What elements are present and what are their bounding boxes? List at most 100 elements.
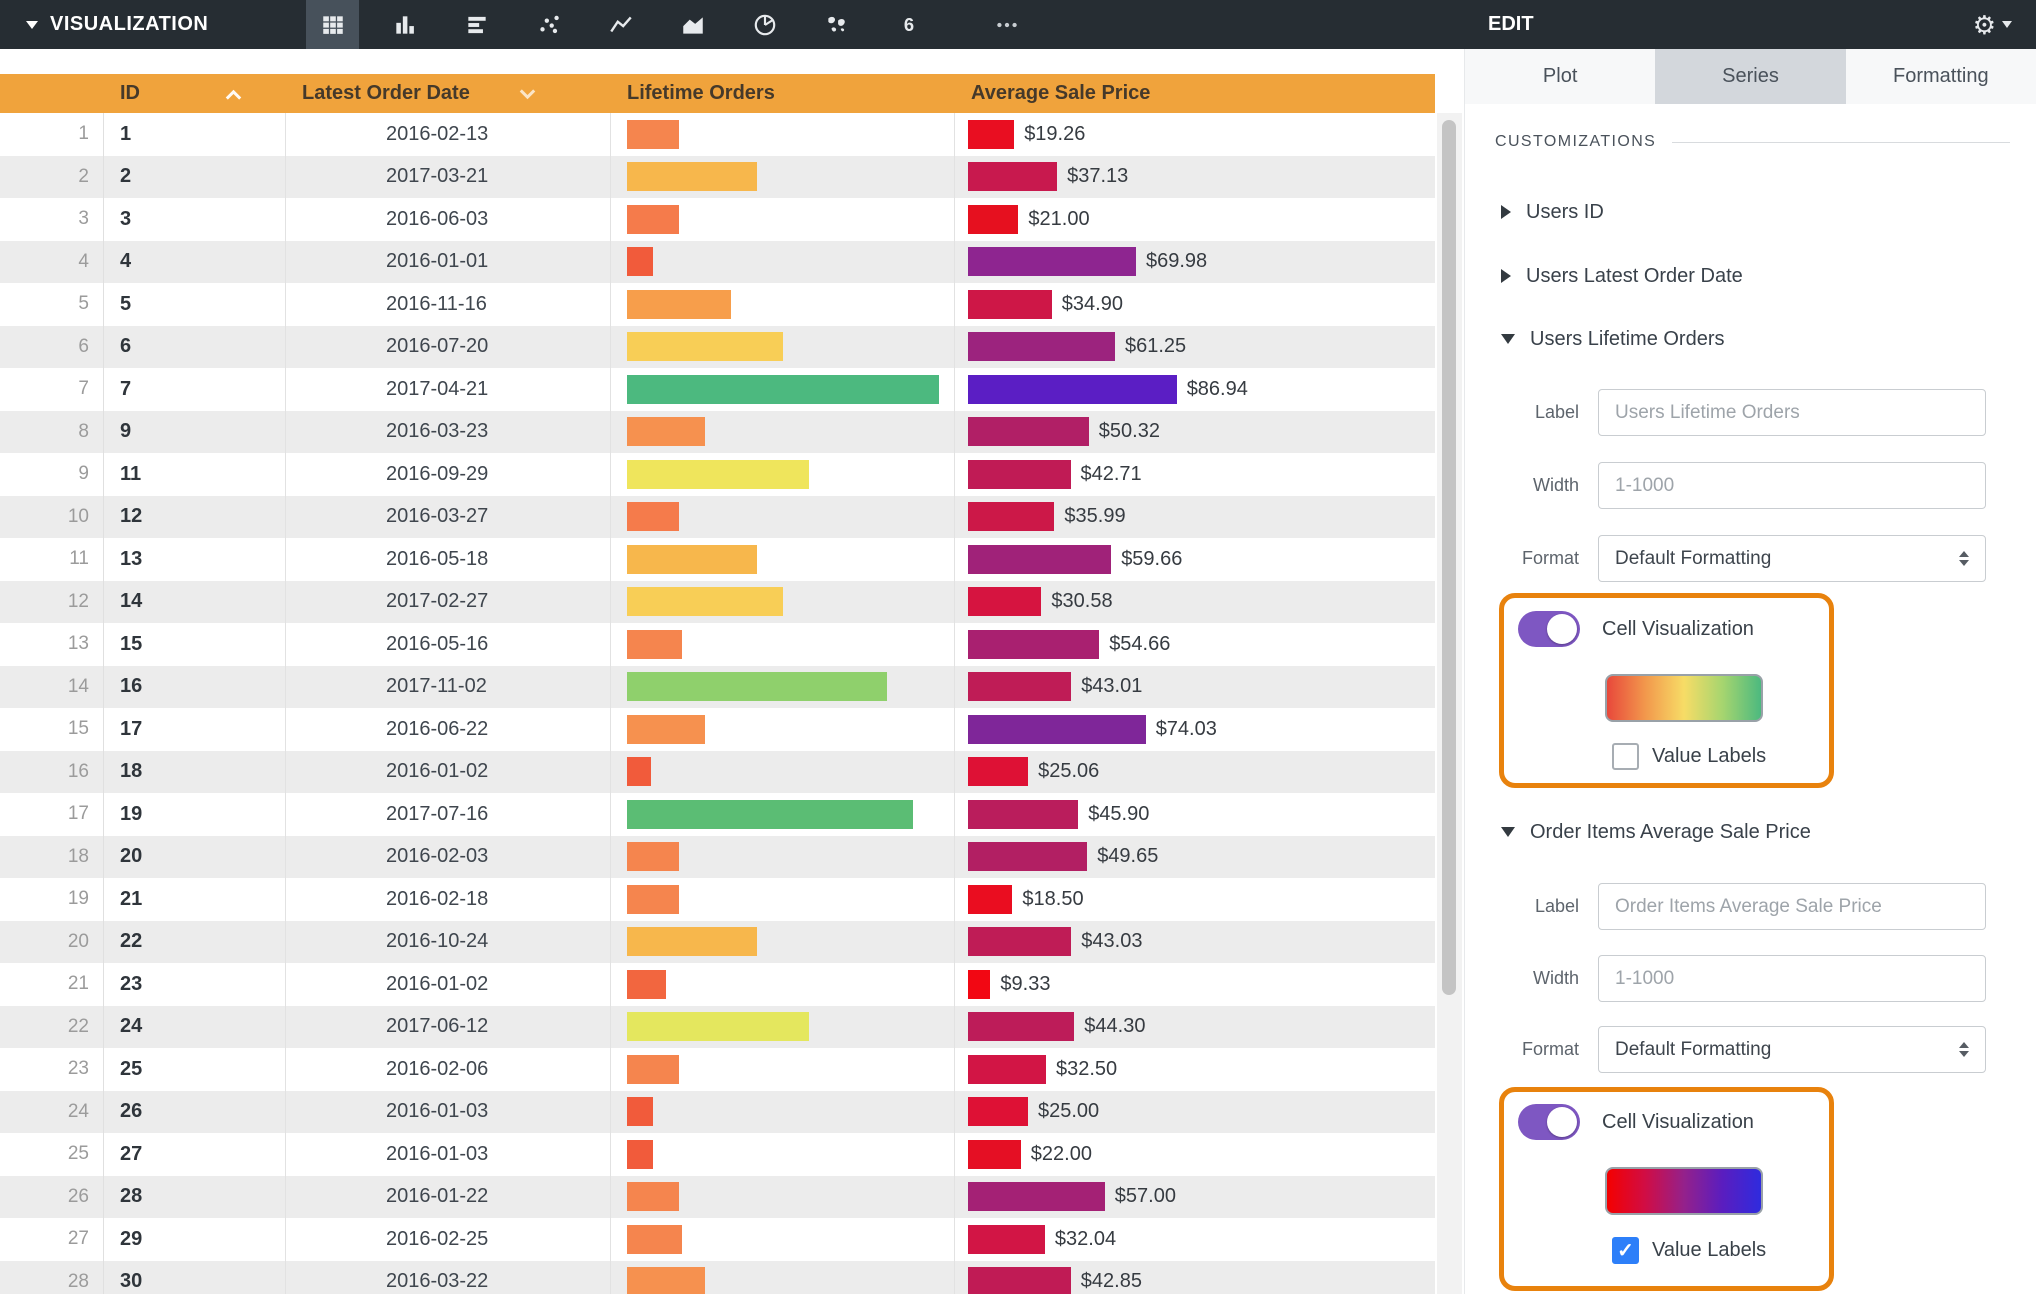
viz-type-scatter-chart-icon[interactable] bbox=[522, 0, 575, 49]
table-row[interactable]: 1 1 2016-02-13 $19.26 bbox=[0, 113, 1435, 156]
cell-lifetime-orders bbox=[611, 750, 955, 793]
table-row[interactable]: 2 2 2017-03-21 $37.13 bbox=[0, 155, 1435, 198]
table-row[interactable]: 6 6 2016-07-20 $61.25 bbox=[0, 325, 1435, 368]
cell-latest-order-date: 2016-01-03 bbox=[286, 1090, 611, 1133]
cell-average-sale-price: $32.50 bbox=[955, 1048, 1435, 1091]
viz-type-single-value-icon[interactable]: 6 bbox=[882, 0, 935, 49]
sale-price-value: $69.98 bbox=[1146, 250, 1208, 273]
section-users-lifetime-orders[interactable]: Users Lifetime Orders bbox=[1501, 318, 1725, 360]
sale-price-value: $18.50 bbox=[1022, 887, 1084, 910]
table-row[interactable]: 5 5 2016-11-16 $34.90 bbox=[0, 283, 1435, 326]
row-number: 14 bbox=[0, 665, 104, 708]
table-row[interactable]: 15 17 2016-06-22 $74.03 bbox=[0, 708, 1435, 751]
table-row[interactable]: 18 20 2016-02-03 $49.65 bbox=[0, 835, 1435, 878]
price-gradient-swatch[interactable] bbox=[1605, 1167, 1763, 1215]
table-row[interactable]: 16 18 2016-01-02 $25.06 bbox=[0, 750, 1435, 793]
cell-latest-order-date: 2017-02-27 bbox=[286, 580, 611, 623]
check-icon: ✓ bbox=[1617, 1239, 1634, 1262]
table-row[interactable]: 25 27 2016-01-03 $22.00 bbox=[0, 1133, 1435, 1176]
tab-series[interactable]: Series bbox=[1655, 49, 1846, 104]
lifetime-label-input[interactable] bbox=[1598, 389, 1986, 436]
table-row[interactable]: 14 16 2017-11-02 $43.01 bbox=[0, 665, 1435, 708]
cell-id: 7 bbox=[104, 368, 286, 411]
cell-id: 14 bbox=[104, 580, 286, 623]
scrollbar-thumb[interactable] bbox=[1442, 120, 1456, 995]
cell-id: 12 bbox=[104, 495, 286, 538]
section-title: Users ID bbox=[1526, 200, 1604, 223]
section-order-items-average-sale-price[interactable]: Order Items Average Sale Price bbox=[1501, 811, 1811, 853]
section-users-id[interactable]: Users ID bbox=[1501, 191, 1604, 233]
cell-latest-order-date: 2016-01-02 bbox=[286, 750, 611, 793]
cell-id: 11 bbox=[104, 453, 286, 496]
table-row[interactable]: 22 24 2017-06-12 $44.30 bbox=[0, 1005, 1435, 1048]
table-row[interactable]: 8 9 2016-03-23 $50.32 bbox=[0, 410, 1435, 453]
sale-price-value: $54.66 bbox=[1109, 632, 1171, 655]
cell-latest-order-date: 2016-01-22 bbox=[286, 1175, 611, 1218]
table-row[interactable]: 7 7 2017-04-21 $86.94 bbox=[0, 368, 1435, 411]
price-value-labels-checkbox[interactable]: ✓ bbox=[1612, 1237, 1639, 1264]
table-row[interactable]: 4 4 2016-01-01 $69.98 bbox=[0, 240, 1435, 283]
price-format-select[interactable]: Default Formatting bbox=[1598, 1026, 1986, 1073]
cell-latest-order-date: 2016-03-22 bbox=[286, 1260, 611, 1294]
cell-id: 4 bbox=[104, 240, 286, 283]
results-table-body: 1 1 2016-02-13 $19.26 2 2 2017-03-21 $37.13 3 3 20… bbox=[0, 113, 1435, 1294]
lifetime-gradient-swatch[interactable] bbox=[1605, 674, 1763, 722]
lifetime-orders-bar bbox=[627, 884, 679, 914]
header-id[interactable]: ID bbox=[104, 74, 286, 113]
table-row[interactable]: 13 15 2016-05-16 $54.66 bbox=[0, 623, 1435, 666]
table-row[interactable]: 27 29 2016-02-25 $32.04 bbox=[0, 1218, 1435, 1261]
table-row[interactable]: 12 14 2017-02-27 $30.58 bbox=[0, 580, 1435, 623]
tab-formatting[interactable]: Formatting bbox=[1893, 65, 1989, 87]
table-row[interactable]: 24 26 2016-01-03 $25.00 bbox=[0, 1090, 1435, 1133]
price-label-input[interactable] bbox=[1598, 883, 1986, 930]
cell-lifetime-orders bbox=[611, 453, 955, 496]
cellviz-label: Cell Visualization bbox=[1602, 617, 1754, 640]
table-row[interactable]: 9 11 2016-09-29 $42.71 bbox=[0, 453, 1435, 496]
sale-price-bar bbox=[968, 459, 1071, 489]
section-users-latest-order-date[interactable]: Users Latest Order Date bbox=[1501, 255, 1743, 297]
lifetime-value-labels-checkbox[interactable]: ✓ bbox=[1612, 743, 1639, 770]
viz-type-map-icon[interactable] bbox=[810, 0, 863, 49]
header-latest-order-date[interactable]: Latest Order Date bbox=[286, 74, 611, 113]
viz-type-line-chart-icon[interactable] bbox=[594, 0, 647, 49]
table-row[interactable]: 26 28 2016-01-22 $57.00 bbox=[0, 1175, 1435, 1218]
cell-lifetime-orders bbox=[611, 1218, 955, 1261]
customizations-label: CUSTOMIZATIONS bbox=[1495, 133, 1657, 150]
tab-plot[interactable]: Plot bbox=[1542, 65, 1578, 87]
viz-type-bar-chart-icon[interactable] bbox=[450, 0, 503, 49]
settings-menu-button[interactable]: ⚙ bbox=[1973, 12, 2012, 38]
price-width-input[interactable] bbox=[1598, 955, 1986, 1002]
viz-type-column-chart-icon[interactable] bbox=[378, 0, 431, 49]
lifetime-format-row: Format Default Formatting bbox=[1465, 535, 2036, 582]
header-average-sale-price[interactable]: Average Sale Price bbox=[955, 74, 1435, 113]
table-row[interactable]: 23 25 2016-02-06 $32.50 bbox=[0, 1048, 1435, 1091]
table-row[interactable]: 19 21 2016-02-18 $18.50 bbox=[0, 878, 1435, 921]
table-row[interactable]: 17 19 2017-07-16 $45.90 bbox=[0, 793, 1435, 836]
viz-type-area-chart-icon[interactable] bbox=[666, 0, 719, 49]
lifetime-width-input[interactable] bbox=[1598, 462, 1986, 509]
lifetime-orders-bar bbox=[627, 459, 809, 489]
table-row[interactable]: 11 13 2016-05-18 $59.66 bbox=[0, 538, 1435, 581]
table-row[interactable]: 3 3 2016-06-03 $21.00 bbox=[0, 198, 1435, 241]
visualization-menu[interactable]: VISUALIZATION bbox=[0, 0, 234, 49]
toggle-knob bbox=[1547, 614, 1577, 644]
vertical-scrollbar[interactable] bbox=[1437, 113, 1462, 1294]
viz-type-more-icon[interactable] bbox=[980, 0, 1033, 49]
sale-price-value: $45.90 bbox=[1088, 802, 1150, 825]
table-row[interactable]: 10 12 2016-03-27 $35.99 bbox=[0, 495, 1435, 538]
cell-latest-order-date: 2016-10-24 bbox=[286, 920, 611, 963]
table-row[interactable]: 28 30 2016-03-22 $42.85 bbox=[0, 1260, 1435, 1294]
header-lifetime-orders[interactable]: Lifetime Orders bbox=[611, 74, 955, 113]
lifetime-format-select[interactable]: Default Formatting bbox=[1598, 535, 1986, 582]
cell-latest-order-date: 2017-07-16 bbox=[286, 793, 611, 836]
sort-ascending-icon bbox=[225, 89, 242, 105]
sale-price-bar bbox=[968, 927, 1072, 957]
table-row[interactable]: 21 23 2016-01-02 $9.33 bbox=[0, 963, 1435, 1006]
cell-id: 5 bbox=[104, 283, 286, 326]
lifetime-orders-bar bbox=[627, 332, 783, 362]
viz-type-table-icon[interactable] bbox=[306, 0, 359, 49]
price-cellviz-toggle[interactable] bbox=[1518, 1104, 1580, 1140]
lifetime-cellviz-toggle[interactable] bbox=[1518, 611, 1580, 647]
viz-type-pie-chart-icon[interactable] bbox=[738, 0, 791, 49]
table-row[interactable]: 20 22 2016-10-24 $43.03 bbox=[0, 920, 1435, 963]
